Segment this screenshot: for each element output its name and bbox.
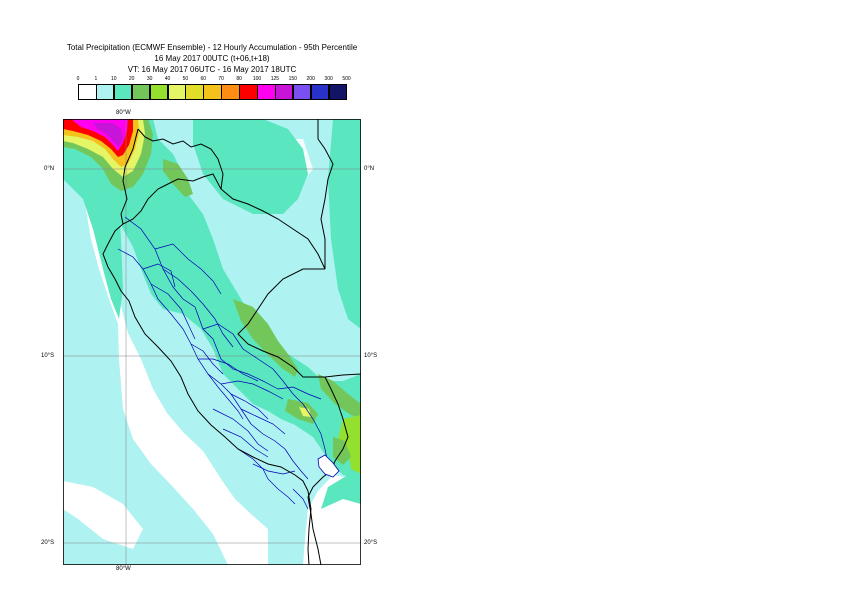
- precip-medium-south: [321, 475, 361, 509]
- legend-swatch: [149, 84, 169, 100]
- border-peru-colombia: [220, 188, 326, 270]
- legend-swatch: [167, 84, 186, 100]
- precip-green-patch-north: [163, 159, 193, 197]
- legend-tick-label: 100: [252, 76, 262, 82]
- legend-tick-label: 20: [128, 76, 135, 82]
- precip-medium-east: [328, 119, 361, 329]
- lat-label-left-20s: 20°S: [41, 540, 55, 546]
- legend-swatch: [257, 84, 276, 100]
- lake-titicaca: [317, 454, 340, 478]
- legend-swatch: [239, 84, 258, 100]
- regional-borders: [117, 216, 329, 510]
- map-frame: [63, 119, 361, 565]
- legend-tick-label: 60: [200, 76, 207, 82]
- chart-title: Total Precipitation (ECMWF Ensemble) - 1…: [66, 43, 358, 52]
- precip-green-patch-amazon: [233, 299, 298, 377]
- lat-label-right-0: 0°N: [364, 166, 375, 172]
- legend-tick-label: 0: [76, 76, 80, 82]
- legend-tick-label: 40: [164, 76, 171, 82]
- legend-swatch: [203, 84, 222, 100]
- lon-label-top: 80°W: [116, 110, 131, 116]
- legend-swatch: [292, 84, 312, 100]
- border-colombia-brazil: [317, 119, 334, 269]
- border-peru-ecuador: [122, 173, 222, 225]
- lat-label-right-20s: 20°S: [364, 540, 378, 546]
- legend-tick-label: 50: [182, 76, 189, 82]
- legend-tick-label: 1: [94, 76, 98, 82]
- precipitation-map: [63, 119, 361, 565]
- precip-yellow-patch-cusco: [299, 407, 311, 417]
- legend-tick-label: 150: [288, 76, 297, 82]
- legend-swatch: [310, 84, 330, 100]
- legend-tick-label: 30: [146, 76, 153, 82]
- border-ecuador-colombia: [137, 128, 224, 190]
- precip-green-patch-titicaca: [348, 439, 361, 474]
- lat-label-left-10s: 10°S: [41, 353, 55, 359]
- legend-tick-label: 70: [218, 76, 224, 82]
- precip-medium-area: [63, 119, 361, 480]
- precip-medium-west: [63, 139, 123, 319]
- legend-tick-label: 500: [342, 76, 351, 82]
- precip-ocean-lobe: [63, 389, 111, 479]
- legend-swatch: [274, 84, 294, 100]
- legend-swatch: [185, 84, 204, 100]
- lon-label-bottom: 80°W: [116, 566, 131, 572]
- lat-label-left-0: 0°N: [44, 166, 55, 172]
- coastline: [102, 128, 312, 565]
- precip-core-purple: [93, 123, 123, 147]
- national-borders: [102, 119, 361, 565]
- legend-swatch: [95, 84, 115, 100]
- legend-swatch: [131, 84, 151, 100]
- legend-swatch: [78, 84, 97, 100]
- legend-swatch: [328, 84, 348, 100]
- border-brazil-bolivia: [324, 373, 361, 378]
- legend-swatch: [221, 84, 240, 100]
- base-time: 16 May 2017 00UTC (t+06,t+18): [154, 54, 270, 63]
- legend-tick-label: 125: [270, 76, 280, 82]
- lat-label-right-10s: 10°S: [364, 353, 378, 359]
- legend-tick-label: 80: [236, 76, 242, 82]
- legend-tick-label: 300: [324, 76, 333, 82]
- border-peru-brazil: [237, 268, 325, 378]
- legend-tick-label: 10: [111, 76, 117, 82]
- border-peru-bolivia: [307, 376, 349, 498]
- legend-swatch: [113, 84, 133, 100]
- border-bolivia-chile: [307, 496, 322, 565]
- legend-tick-label: 200: [306, 76, 315, 82]
- precip-ocean-streak: [63, 481, 143, 549]
- valid-time: VT: 16 May 2017 06UTC - 16 May 2017 18UT…: [127, 65, 297, 74]
